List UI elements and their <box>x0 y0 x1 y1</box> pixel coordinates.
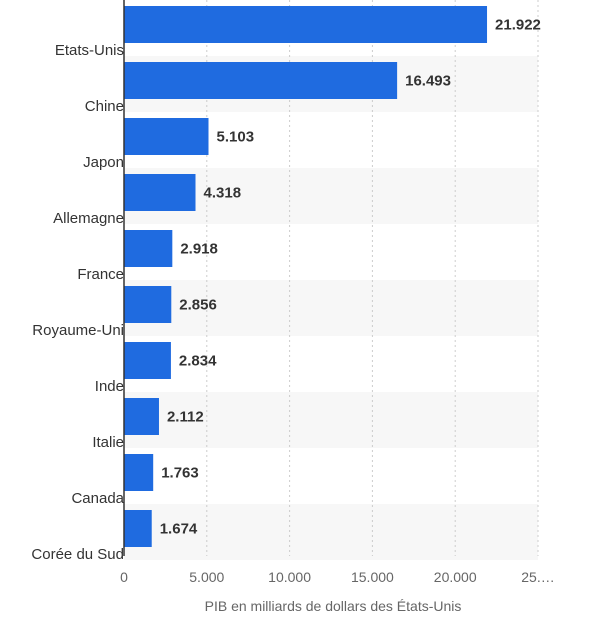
data-label: 21.922 <box>495 17 541 34</box>
x-tick-labels: 0 5.000 10.000 15.000 20.000 25.… <box>120 569 555 585</box>
category-label: Italie <box>92 434 124 451</box>
x-tick-label: 20.000 <box>434 569 477 585</box>
bar <box>124 118 209 155</box>
data-label: 1.763 <box>161 465 199 482</box>
bar <box>124 454 154 491</box>
category-label: Chine <box>85 98 124 115</box>
category-label: Etats-Unis <box>55 42 124 59</box>
category-label: Corée du Sud <box>31 546 124 563</box>
data-label: 2.856 <box>179 297 217 314</box>
category-label: Japon <box>83 154 124 171</box>
row-bands <box>124 56 538 560</box>
value-labels: 21.922 16.493 5.103 4.318 2.918 2.856 2.834 2.1… <box>160 17 541 538</box>
category-label: Allemagne <box>53 210 124 227</box>
bar <box>124 286 172 323</box>
bar <box>124 6 488 43</box>
x-tick-label: 25.… <box>521 569 554 585</box>
bar <box>124 342 171 379</box>
bar <box>124 174 196 211</box>
x-tick-label: 5.000 <box>189 569 224 585</box>
data-label: 2.834 <box>179 353 217 370</box>
data-label: 5.103 <box>217 129 255 146</box>
bar <box>124 230 173 267</box>
data-label: 2.112 <box>167 409 204 426</box>
category-label: Canada <box>71 490 124 507</box>
data-label: 4.318 <box>204 185 242 202</box>
bars <box>124 6 488 547</box>
row-band <box>124 280 538 336</box>
x-tick-label: 15.000 <box>351 569 394 585</box>
category-labels: Etats-Unis Chine Japon Allemagne France Royau… <box>31 42 124 563</box>
category-label: Inde <box>95 378 124 395</box>
x-axis-title: PIB en milliards de dollars des États-Un… <box>205 598 462 614</box>
bar <box>124 510 152 547</box>
data-label: 2.918 <box>180 241 218 258</box>
row-band <box>124 504 538 560</box>
x-tick-label: 0 <box>120 569 128 585</box>
category-label: France <box>77 266 124 283</box>
bar <box>124 62 398 99</box>
category-label: Royaume-Uni <box>32 322 124 339</box>
row-band <box>124 392 538 448</box>
data-label: 1.674 <box>160 521 198 538</box>
bar <box>124 398 159 435</box>
x-tick-label: 10.000 <box>268 569 311 585</box>
data-label: 16.493 <box>405 73 451 90</box>
